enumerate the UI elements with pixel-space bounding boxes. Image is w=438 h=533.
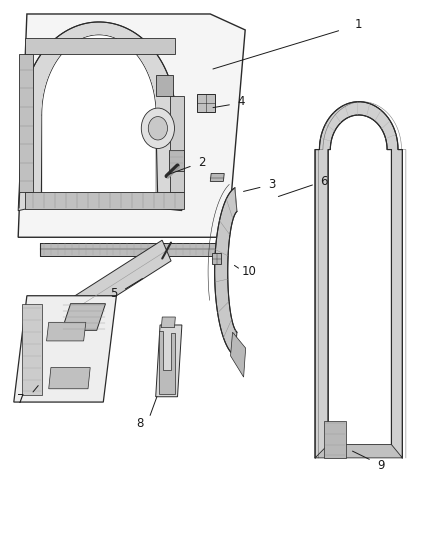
Polygon shape (155, 75, 173, 96)
Text: 7: 7 (17, 393, 24, 406)
Polygon shape (197, 94, 215, 112)
Polygon shape (169, 150, 184, 171)
Polygon shape (49, 368, 90, 389)
Polygon shape (215, 188, 237, 356)
Polygon shape (71, 240, 171, 319)
Text: 4: 4 (237, 95, 244, 108)
Polygon shape (62, 304, 106, 330)
Text: 3: 3 (268, 177, 275, 191)
Polygon shape (315, 445, 403, 458)
Polygon shape (25, 192, 184, 209)
Text: 8: 8 (137, 417, 144, 430)
Polygon shape (46, 322, 86, 341)
Polygon shape (210, 173, 224, 181)
Polygon shape (14, 296, 117, 402)
Text: 5: 5 (110, 287, 118, 300)
Polygon shape (315, 102, 403, 458)
Polygon shape (21, 304, 42, 395)
Text: 10: 10 (242, 265, 257, 278)
Polygon shape (230, 332, 246, 377)
Polygon shape (170, 96, 184, 192)
Polygon shape (19, 54, 33, 192)
Text: 2: 2 (198, 156, 205, 169)
Polygon shape (18, 22, 182, 211)
Polygon shape (42, 35, 155, 204)
Polygon shape (324, 421, 346, 458)
Text: 1: 1 (355, 18, 363, 31)
Polygon shape (159, 332, 175, 394)
Polygon shape (40, 243, 219, 256)
Text: 6: 6 (320, 175, 328, 188)
Text: 9: 9 (377, 459, 384, 472)
Bar (212, 253, 221, 264)
Polygon shape (155, 325, 182, 397)
Polygon shape (18, 14, 245, 237)
Circle shape (148, 117, 167, 140)
Polygon shape (25, 38, 175, 54)
Polygon shape (161, 317, 175, 328)
Circle shape (141, 108, 174, 149)
